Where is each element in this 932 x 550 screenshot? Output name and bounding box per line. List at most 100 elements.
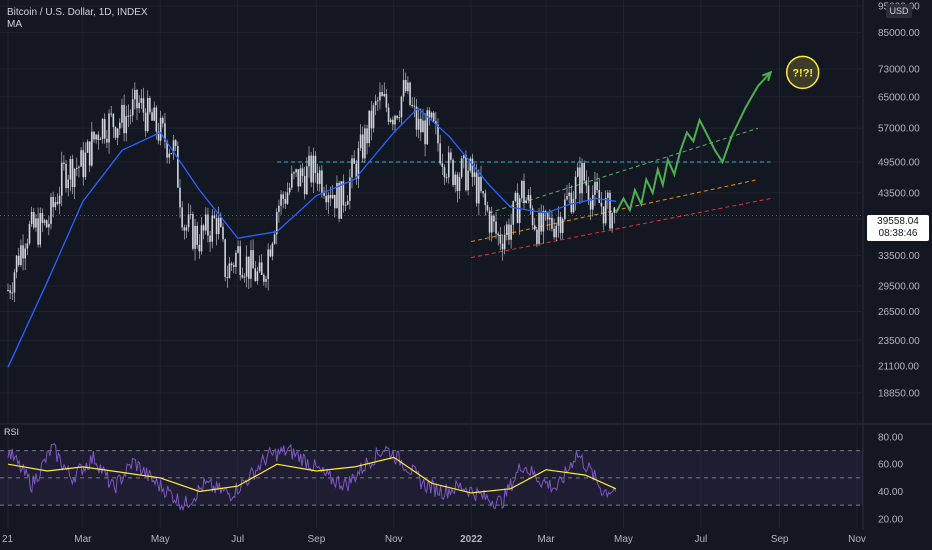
candle-body — [146, 98, 149, 132]
candle-body — [73, 168, 76, 187]
candle-body — [454, 174, 456, 186]
candle-body — [250, 250, 252, 279]
candle-body — [482, 191, 484, 194]
candle-body — [63, 162, 65, 164]
candle-body — [301, 168, 304, 177]
chart-legend: Bitcoin / U.S. Dollar, 1D, INDEX MA — [7, 7, 148, 31]
candle-body — [411, 104, 413, 106]
currency-button[interactable]: USD — [886, 4, 912, 18]
candle-body — [355, 163, 358, 179]
candle-body — [490, 215, 493, 233]
candle-body — [291, 173, 293, 188]
candle-body — [286, 192, 289, 204]
candle-body — [334, 194, 336, 209]
candle-body — [275, 211, 278, 235]
candle-body — [271, 243, 274, 257]
candle-body — [187, 214, 190, 228]
y-tick-label: 21100.00 — [878, 362, 919, 373]
candle-body — [592, 195, 594, 210]
candle-body — [189, 214, 192, 216]
candle-body — [589, 200, 592, 210]
projection-path — [615, 71, 772, 214]
candle-body — [471, 158, 474, 177]
candle-body — [95, 134, 97, 140]
candle-body — [430, 112, 433, 118]
y-tick-label: 43500.00 — [878, 188, 920, 199]
candle-body — [237, 246, 239, 253]
candle-body — [209, 235, 211, 242]
candle-body — [52, 196, 54, 208]
candle-body — [518, 198, 521, 224]
candle-body — [22, 245, 24, 259]
x-tick-label: Nov — [385, 534, 403, 545]
moving-average-line — [7, 107, 616, 368]
candle-body — [196, 225, 198, 245]
candle-body — [228, 263, 231, 278]
candle-body — [280, 194, 282, 206]
candle-body — [183, 227, 186, 231]
candle-body — [256, 271, 259, 282]
candle-body — [80, 150, 82, 167]
candle-body — [342, 181, 345, 206]
candle-body — [252, 250, 254, 269]
candle-body — [366, 128, 368, 144]
candle-body — [166, 141, 168, 158]
last-price-tag: 39558.04 08:38:46 — [867, 215, 929, 241]
candle-body — [93, 131, 95, 140]
candle-body — [84, 152, 87, 178]
candle-body — [394, 115, 396, 125]
candle-body — [241, 274, 244, 278]
candle-body — [318, 170, 321, 184]
candle-body — [202, 225, 205, 231]
candle-body — [123, 104, 125, 134]
candle-body — [604, 198, 607, 224]
candle-body — [349, 177, 351, 201]
candle-body — [293, 172, 295, 174]
symbol-title[interactable]: Bitcoin / U.S. Dollar, 1D, INDEX — [7, 7, 148, 18]
x-tick-label: Jul — [231, 534, 244, 545]
candle-body — [583, 163, 585, 181]
candle-body — [336, 182, 338, 209]
candle-body — [258, 262, 261, 272]
candle-body — [168, 153, 171, 158]
candle-body — [465, 155, 467, 191]
candle-body — [503, 234, 506, 250]
candle-body — [131, 99, 134, 116]
candle-body — [7, 289, 9, 291]
candle-body — [538, 213, 540, 244]
candle-body — [456, 174, 459, 191]
candle-body — [484, 193, 487, 206]
candle-body — [91, 131, 93, 166]
candle-body — [226, 277, 229, 279]
candle-body — [531, 208, 534, 226]
candle-body — [17, 255, 20, 266]
candle-body — [344, 204, 347, 206]
candle-body — [338, 182, 340, 219]
candle-body — [192, 214, 194, 249]
candle-body — [387, 107, 390, 122]
candle-body — [312, 155, 315, 183]
candle-body — [67, 179, 69, 189]
candle-body — [359, 134, 362, 149]
indicator-label-ma[interactable]: MA — [7, 19, 22, 30]
rsi-panel-label[interactable]: RSI — [4, 427, 20, 437]
candle-body — [574, 176, 577, 199]
x-tick-label: May — [614, 534, 633, 545]
rsi-signal-line — [7, 456, 617, 494]
last-price-value: 39558.04 — [877, 216, 919, 227]
candle-body — [140, 98, 143, 103]
candle-body — [239, 246, 241, 275]
candle-body — [389, 119, 392, 122]
candle-body — [177, 146, 179, 188]
candle-body — [353, 158, 355, 164]
x-tick-label: Sep — [307, 534, 325, 545]
candle-body — [327, 195, 330, 203]
candle-body — [194, 225, 196, 249]
candle-body — [555, 225, 558, 238]
candle-body — [392, 119, 394, 125]
annotation-text: ?!?! — [792, 67, 813, 79]
candle-body — [41, 213, 44, 223]
candle-body — [108, 113, 110, 143]
